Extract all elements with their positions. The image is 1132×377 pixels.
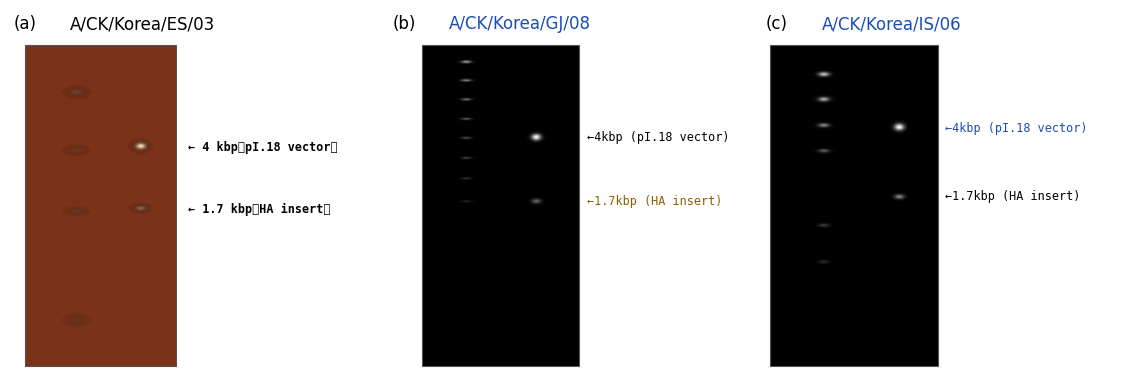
Text: (a): (a) — [14, 15, 36, 33]
Text: ←4kbp (pI.18 vector): ←4kbp (pI.18 vector) — [945, 122, 1088, 135]
Bar — [770, 45, 937, 366]
Text: ←4kbp (pI.18 vector): ←4kbp (pI.18 vector) — [586, 131, 729, 144]
Bar — [25, 45, 177, 366]
Text: (c): (c) — [766, 15, 788, 33]
Text: ← 4 kbp（pI.18 vector）: ← 4 kbp（pI.18 vector） — [188, 141, 337, 153]
Text: A/CK/Korea/GJ/08: A/CK/Korea/GJ/08 — [448, 15, 591, 33]
Text: (b): (b) — [393, 15, 415, 33]
Bar — [422, 45, 580, 366]
Text: ← 1.7 kbp（HA insert）: ← 1.7 kbp（HA insert） — [188, 203, 331, 216]
Text: A/CK/Korea/IS/06: A/CK/Korea/IS/06 — [822, 15, 961, 33]
Text: ←1.7kbp (HA insert): ←1.7kbp (HA insert) — [586, 195, 722, 208]
Text: A/CK/Korea/ES/03: A/CK/Korea/ES/03 — [70, 15, 215, 33]
Text: ←1.7kbp (HA insert): ←1.7kbp (HA insert) — [945, 190, 1081, 203]
